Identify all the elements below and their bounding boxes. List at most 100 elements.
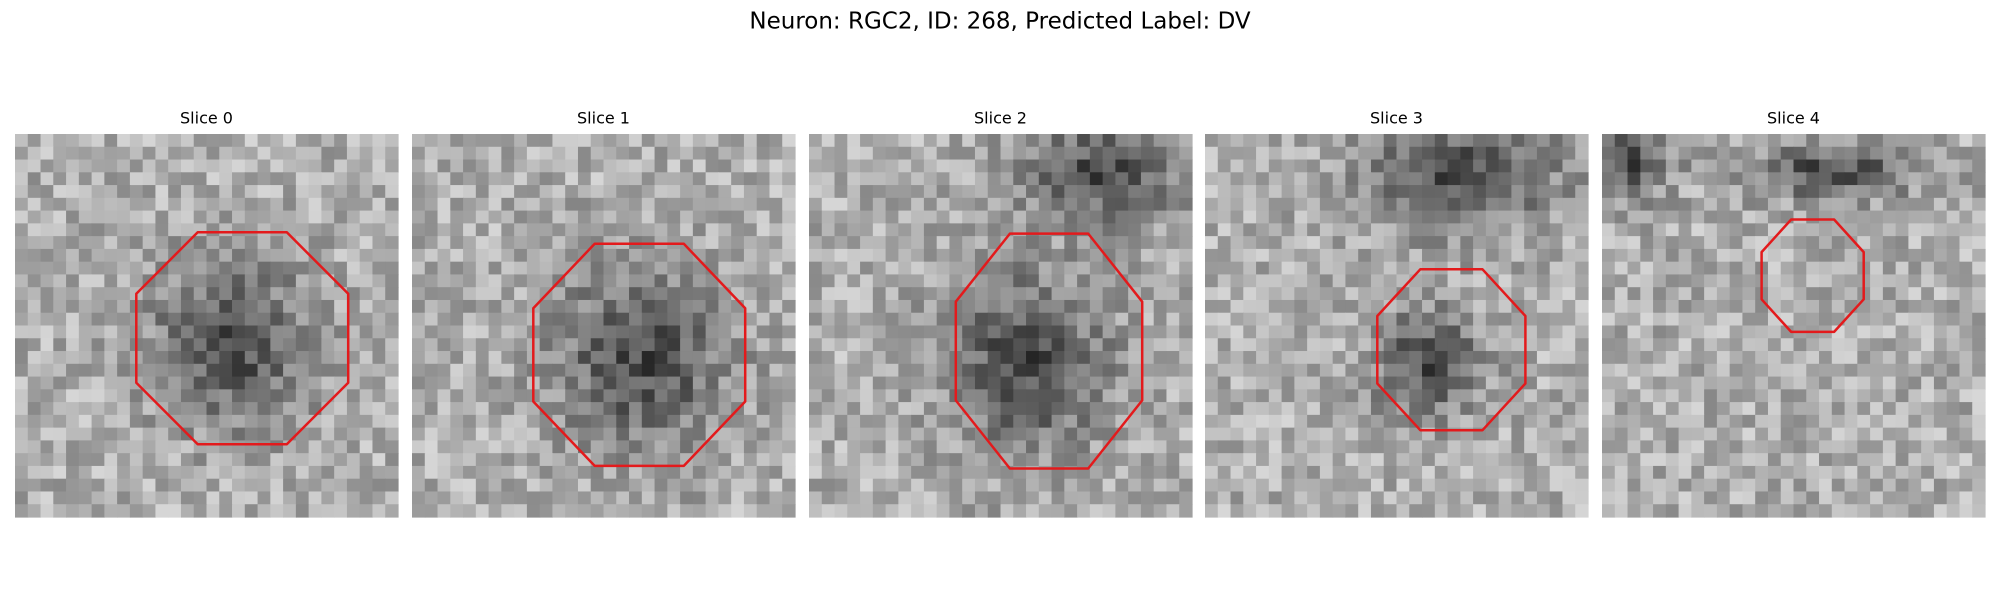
- pixel: [1806, 402, 1820, 416]
- pixel: [78, 402, 93, 416]
- pixel: [1933, 287, 1948, 301]
- pixel: [1946, 376, 1961, 390]
- pixel: [667, 325, 681, 339]
- pixel: [1793, 172, 1807, 186]
- pixel: [372, 351, 386, 365]
- pixel: [1179, 134, 1193, 148]
- pixel: [641, 261, 656, 276]
- pixel: [1729, 465, 1744, 480]
- pixel: [232, 338, 246, 352]
- pixel: [1358, 338, 1372, 352]
- pixel: [1281, 197, 1295, 212]
- pixel: [821, 453, 836, 467]
- pixel: [1396, 504, 1410, 518]
- pixel: [1549, 478, 1564, 493]
- pixel: [1870, 236, 1884, 250]
- pixel: [1102, 274, 1116, 288]
- pixel: [193, 236, 208, 250]
- pixel: [40, 159, 54, 173]
- pixel: [257, 197, 271, 212]
- pixel: [1895, 402, 1909, 416]
- pixel: [1806, 299, 1820, 314]
- pixel: [1051, 389, 1065, 403]
- pixel: [769, 389, 783, 403]
- pixel: [577, 197, 592, 212]
- pixel: [1831, 363, 1846, 378]
- pixel: [15, 134, 29, 148]
- pixel: [450, 312, 464, 327]
- pixel: [603, 453, 617, 467]
- pixel: [667, 172, 681, 186]
- pixel: [1000, 299, 1014, 314]
- pixel: [1959, 146, 1973, 161]
- pixel: [308, 223, 322, 237]
- pixel: [463, 389, 477, 403]
- pixel: [412, 172, 426, 186]
- pixel: [53, 414, 67, 429]
- pixel: [756, 248, 771, 263]
- pixel: [1064, 261, 1078, 276]
- pixel: [1665, 427, 1680, 441]
- pixel: [552, 299, 566, 314]
- pixel: [974, 248, 989, 263]
- pixel: [346, 274, 361, 288]
- pixel: [488, 478, 502, 493]
- pixel: [1831, 504, 1846, 518]
- pixel: [295, 504, 310, 518]
- pixel: [257, 223, 271, 237]
- pixel: [1959, 389, 1973, 403]
- pixel: [1115, 274, 1129, 288]
- pixel: [372, 504, 386, 518]
- pixel: [1716, 504, 1731, 518]
- pixel: [860, 248, 874, 263]
- pixel: [257, 210, 271, 224]
- pixel: [40, 427, 54, 441]
- pixel: [1704, 351, 1718, 365]
- pixel: [321, 465, 335, 480]
- pixel: [1485, 159, 1500, 173]
- pixel: [987, 197, 1002, 212]
- pixel: [898, 287, 912, 301]
- pixel: [1716, 363, 1731, 378]
- pixel: [731, 440, 745, 454]
- pixel: [1319, 389, 1334, 403]
- pixel: [359, 261, 374, 276]
- pixel: [936, 146, 951, 161]
- pixel: [1319, 146, 1334, 161]
- pixel: [270, 248, 284, 263]
- pixel: [692, 274, 707, 288]
- pixel: [117, 338, 131, 352]
- pixel: [283, 172, 297, 186]
- pixel: [1243, 414, 1257, 429]
- pixel: [1536, 159, 1551, 173]
- pixel: [180, 197, 195, 212]
- pixel: [359, 351, 374, 365]
- pixel: [667, 376, 681, 390]
- pixel: [27, 146, 42, 161]
- pixel: [834, 504, 848, 518]
- pixel: [15, 351, 29, 365]
- pixel: [629, 351, 643, 365]
- pixel: [104, 299, 118, 314]
- pixel: [359, 197, 374, 212]
- pixel: [424, 376, 439, 390]
- pixel: [1729, 312, 1744, 327]
- pixel: [1256, 312, 1270, 327]
- pixel: [1614, 491, 1629, 505]
- pixel: [206, 491, 220, 505]
- pixel: [565, 389, 579, 403]
- pixel: [346, 465, 361, 480]
- pixel: [847, 287, 861, 301]
- pixel: [129, 440, 144, 454]
- pixel: [1729, 146, 1744, 161]
- pixel: [809, 134, 823, 148]
- pixel: [142, 197, 157, 212]
- pixel: [1704, 274, 1718, 288]
- pixel: [1614, 274, 1629, 288]
- pixel: [219, 134, 233, 148]
- pixel: [1691, 427, 1705, 441]
- pixel: [1524, 325, 1538, 339]
- pixel: [1422, 504, 1436, 518]
- pixel: [1000, 414, 1014, 429]
- pixel: [514, 185, 528, 199]
